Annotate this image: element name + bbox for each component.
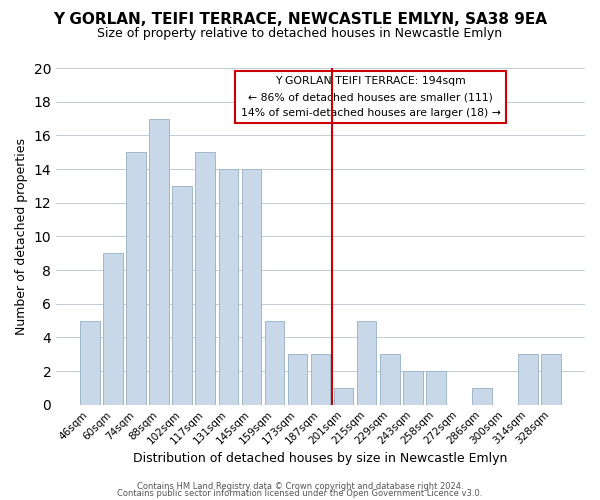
Bar [357, 320, 376, 404]
Text: Size of property relative to detached houses in Newcastle Emlyn: Size of property relative to detached ho… [97, 28, 503, 40]
Y-axis label: Number of detached properties: Number of detached properties [15, 138, 28, 335]
Bar [541, 354, 561, 405]
Bar [311, 354, 331, 405]
Text: Contains HM Land Registry data © Crown copyright and database right 2024.: Contains HM Land Registry data © Crown c… [137, 482, 463, 491]
Bar [518, 354, 538, 405]
Bar [242, 169, 261, 404]
Bar [426, 371, 446, 404]
Text: Contains public sector information licensed under the Open Government Licence v3: Contains public sector information licen… [118, 489, 482, 498]
Bar [172, 186, 192, 404]
Bar [403, 371, 422, 404]
Bar [334, 388, 353, 404]
Bar [380, 354, 400, 405]
Bar [218, 169, 238, 404]
Bar [149, 118, 169, 405]
Bar [288, 354, 307, 405]
Bar [196, 152, 215, 405]
Text: Y GORLAN TEIFI TERRACE: 194sqm
← 86% of detached houses are smaller (111)
14% of: Y GORLAN TEIFI TERRACE: 194sqm ← 86% of … [241, 76, 501, 118]
Bar [265, 320, 284, 404]
Text: Y GORLAN, TEIFI TERRACE, NEWCASTLE EMLYN, SA38 9EA: Y GORLAN, TEIFI TERRACE, NEWCASTLE EMLYN… [53, 12, 547, 28]
Bar [80, 320, 100, 404]
Bar [472, 388, 492, 404]
X-axis label: Distribution of detached houses by size in Newcastle Emlyn: Distribution of detached houses by size … [133, 452, 508, 465]
Bar [127, 152, 146, 405]
Bar [103, 253, 123, 404]
